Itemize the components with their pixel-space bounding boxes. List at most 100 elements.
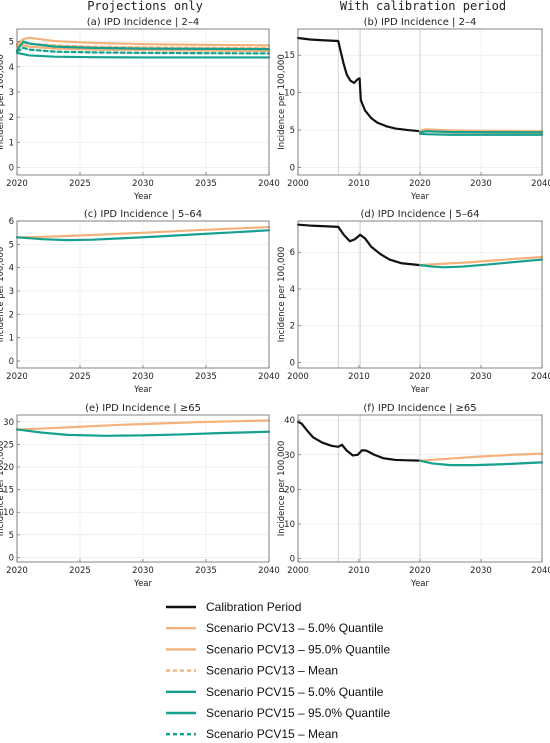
y-tick-label: 5	[9, 240, 14, 250]
x-tick-label: 2025	[69, 372, 91, 382]
x-tick-label: 2020	[409, 179, 431, 189]
y-tick-label: 1	[9, 138, 14, 148]
legend-item: Scenario PCV13 – Mean	[166, 664, 338, 678]
panel-title: (c) IPD Incidence | 5–64	[84, 209, 202, 220]
legend-item: Scenario PCV13 – 5.0% Quantile	[166, 621, 384, 635]
series-line	[418, 452, 544, 462]
x-tick-label: 2010	[348, 566, 370, 576]
y-tick-label: 3	[9, 287, 14, 297]
x-tick-label: 2035	[195, 372, 217, 382]
y-tick-label: 0	[290, 164, 295, 174]
x-tick-label: 2040	[258, 179, 280, 189]
series-line	[15, 36, 271, 47]
y-tick-label: 6	[290, 248, 295, 258]
legend-label: Scenario PCV13 – 5.0% Quantile	[206, 621, 384, 635]
x-tick-label: 2020	[6, 179, 28, 189]
x-tick-label: 2030	[470, 566, 492, 576]
series-line	[418, 459, 544, 467]
y-tick-label: 6	[9, 217, 14, 227]
x-tick-label: 2010	[348, 372, 370, 382]
y-tick-label: 20	[3, 463, 14, 473]
x-tick-label: 2030	[470, 179, 492, 189]
y-tick-label: 15	[284, 51, 295, 61]
x-tick-label: 2040	[258, 372, 280, 382]
y-tick-label: 2	[290, 322, 295, 332]
x-tick-label: 2020	[409, 372, 431, 382]
y-tick-label: 30	[3, 418, 14, 428]
column-title-left: Projections only	[87, 0, 203, 13]
series-line	[15, 40, 271, 52]
x-axis-label: Year	[133, 192, 153, 202]
series-line	[418, 258, 544, 269]
panel-title: (a) IPD Incidence | 2–4	[87, 17, 199, 28]
legend-item: Scenario PCV15 – 95.0% Quantile	[166, 706, 390, 720]
y-axis-label: Incidence per 100,000	[0, 441, 6, 537]
legend-item: Scenario PCV15 – Mean	[166, 727, 338, 741]
x-tick-label: 2000	[287, 179, 309, 189]
x-tick-label: 2000	[287, 566, 309, 576]
column-title-right: With calibration period	[340, 0, 506, 13]
x-axis-label: Year	[410, 385, 430, 395]
legend-label: Scenario PCV13 – 95.0% Quantile	[206, 642, 390, 656]
y-tick-label: 5	[9, 38, 14, 48]
y-tick-label: 25	[3, 440, 14, 450]
legend-label: Scenario PCV15 – 5.0% Quantile	[206, 685, 384, 699]
x-tick-label: 2025	[69, 566, 91, 576]
y-tick-label: 2	[9, 310, 14, 320]
x-tick-label: 2020	[6, 372, 28, 382]
y-axis-label: Incidence per 100,000	[277, 441, 287, 537]
chart-panel-1: (b) IPD Incidence | 2–4 2000 2010 2020 2030 2…	[277, 17, 550, 202]
series-line	[418, 130, 544, 134]
series-line	[15, 419, 271, 431]
x-tick-label: 2000	[287, 372, 309, 382]
x-tick-label: 2020	[409, 566, 431, 576]
panel-title: (b) IPD Incidence | 2–4	[364, 17, 477, 28]
y-tick-label: 0	[290, 555, 295, 565]
y-axis-label: Incidence per 100,000	[277, 54, 287, 150]
y-tick-label: 10	[284, 89, 295, 99]
y-axis-label: Incidence per 100,000	[277, 247, 287, 343]
x-tick-label: 2030	[470, 372, 492, 382]
y-tick-label: 15	[3, 486, 14, 496]
series-line	[418, 128, 544, 133]
y-tick-label: 20	[284, 485, 295, 495]
x-tick-label: 2030	[132, 179, 154, 189]
x-axis-label: Year	[410, 579, 430, 589]
y-tick-label: 4	[290, 285, 295, 295]
y-axis-label: Incidence per 100,000	[0, 54, 6, 150]
series-line	[15, 51, 271, 59]
y-tick-label: 0	[9, 163, 14, 173]
panel-title: (f) IPD Incidence | ≥65	[363, 403, 476, 414]
x-tick-label: 2040	[531, 372, 550, 382]
series-line	[418, 255, 544, 267]
series-line	[296, 223, 422, 267]
series-line	[296, 420, 422, 462]
y-tick-label: 0	[9, 357, 14, 367]
series-line	[15, 428, 271, 437]
x-axis-label: Year	[133, 385, 153, 395]
y-tick-label: 4	[9, 63, 14, 73]
legend-label: Scenario PCV15 – 95.0% Quantile	[206, 706, 390, 720]
panel-title: (d) IPD Incidence | 5–64	[360, 209, 479, 220]
x-tick-label: 2020	[6, 566, 28, 576]
y-tick-label: 5	[9, 531, 14, 541]
series-line	[418, 132, 544, 136]
panel-title: (e) IPD Incidence | ≥65	[85, 403, 201, 414]
x-axis-label: Year	[410, 192, 430, 202]
series-line	[296, 36, 422, 133]
x-tick-label: 2035	[195, 179, 217, 189]
legend-item: Scenario PCV13 – 95.0% Quantile	[166, 642, 390, 656]
y-tick-label: 3	[9, 88, 14, 98]
y-tick-label: 0	[9, 553, 14, 563]
x-tick-label: 2030	[132, 372, 154, 382]
y-tick-label: 0	[290, 358, 295, 368]
legend: Calibration Period Scenario PCV13 – 5.0% …	[166, 600, 390, 741]
legend-label: Scenario PCV15 – Mean	[206, 727, 338, 741]
y-tick-label: 30	[284, 451, 295, 461]
y-tick-label: 4	[9, 264, 14, 274]
